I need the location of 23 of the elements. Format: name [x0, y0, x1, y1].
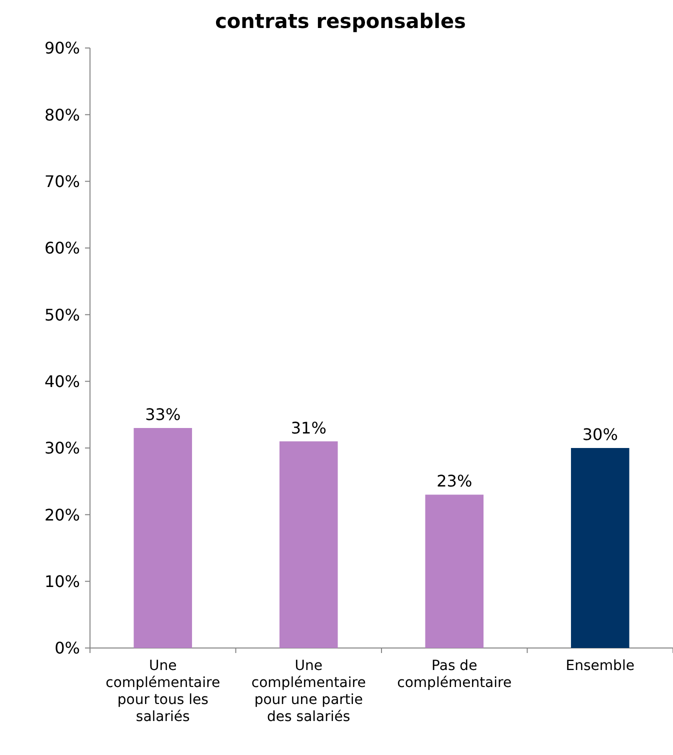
y-tick-label: 0% [54, 638, 80, 658]
x-tick-label: Une complémentaire pour une partie des salariés [251, 658, 366, 725]
y-tick-label: 10% [44, 572, 80, 591]
x-tick-label: Une complémentaire pour tous les salariés [106, 658, 220, 725]
y-tick-label: 60% [44, 238, 80, 258]
chart-title: contrats responsables [215, 9, 466, 33]
data-label: 33% [145, 405, 181, 424]
y-tick-label: 40% [44, 372, 80, 391]
y-tick-label: 30% [44, 438, 80, 458]
y-tick-label: 70% [44, 172, 80, 191]
y-tick-label: 20% [44, 505, 80, 524]
x-tick-label: Pas de complémentaire [397, 658, 512, 691]
bar [425, 494, 484, 648]
bar [279, 441, 338, 648]
data-label: 30% [582, 425, 618, 444]
bar [134, 428, 192, 648]
data-label: 23% [436, 472, 472, 491]
y-tick-label: 80% [44, 105, 80, 124]
y-tick-label: 90% [44, 38, 80, 58]
x-tick-label: Ensemble [566, 658, 634, 674]
data-label: 31% [290, 418, 326, 438]
bar [570, 448, 630, 648]
y-tick-label: 50% [44, 305, 80, 324]
